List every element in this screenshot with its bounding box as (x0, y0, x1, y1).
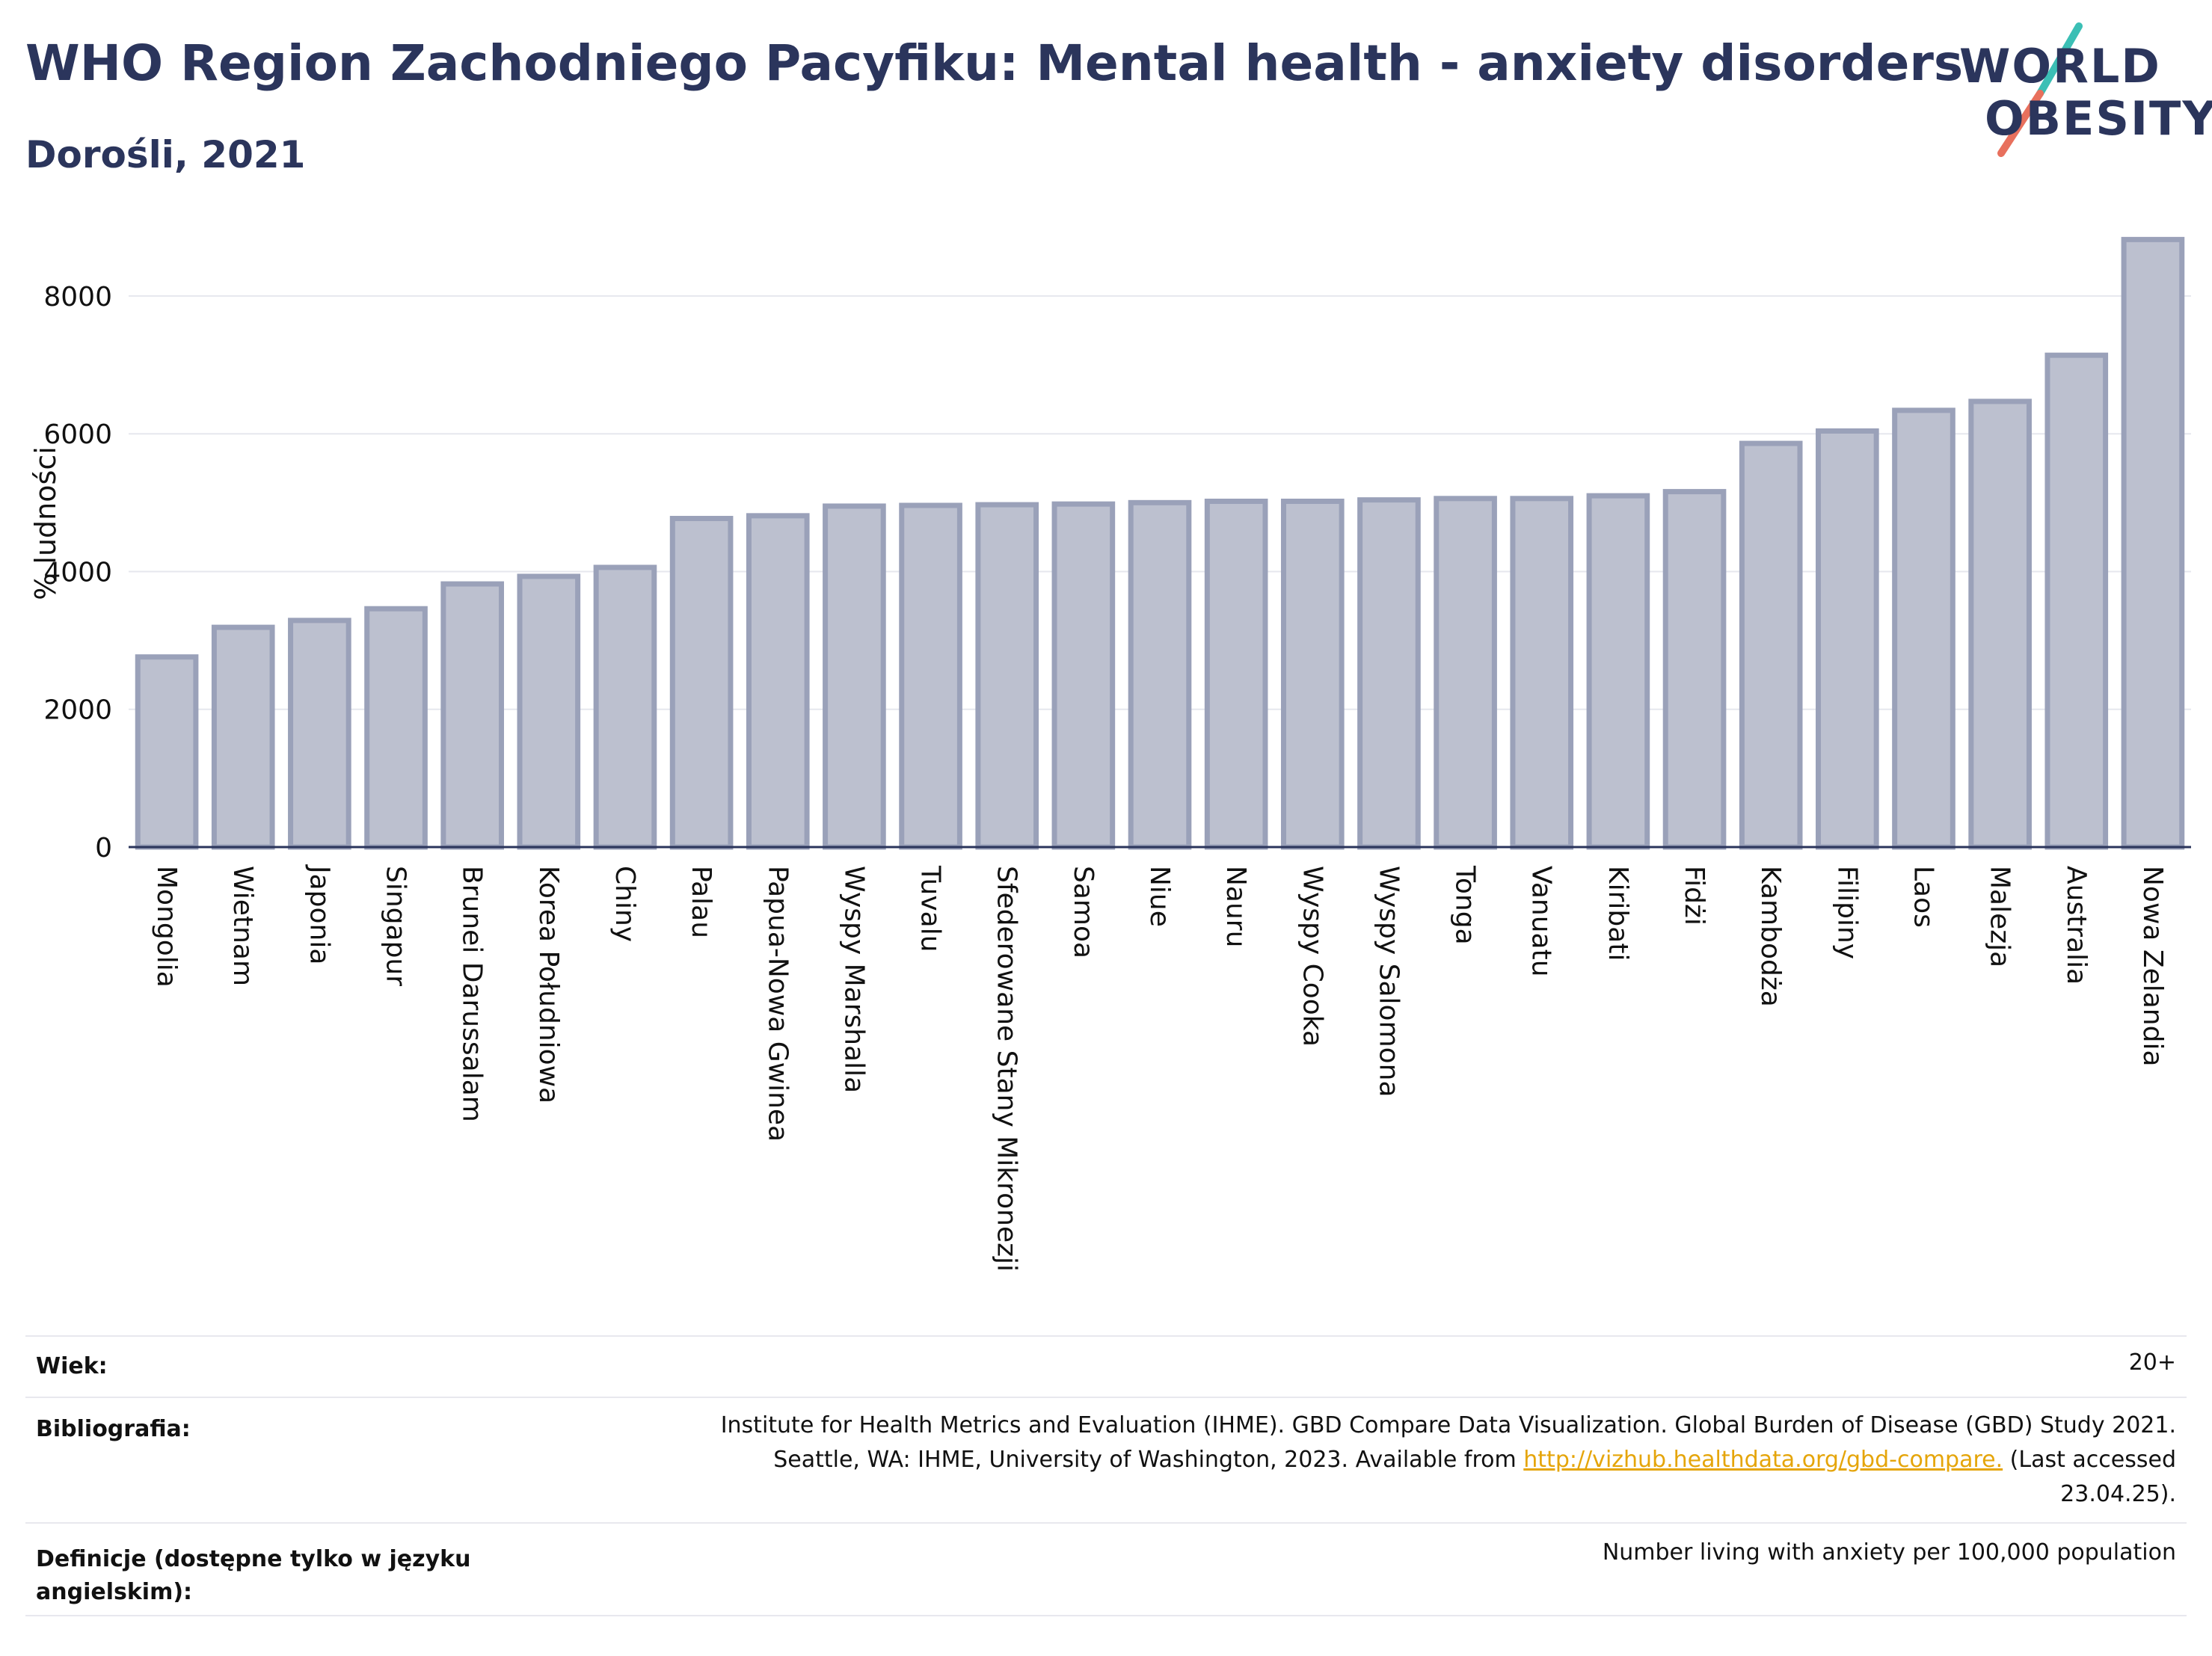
bar (1510, 496, 1574, 850)
x-tick-label: Wyspy Cooka (1297, 866, 1327, 1047)
bar (1739, 440, 1803, 850)
y-tick-label: 8000 (43, 282, 112, 313)
bar (364, 606, 428, 850)
bars (135, 236, 2185, 850)
x-tick-label: Wietnam (227, 866, 258, 986)
bottom-divider (25, 1615, 2187, 1616)
bar (1816, 428, 1879, 850)
y-tick-label: 4000 (43, 557, 112, 588)
bar (1434, 496, 1497, 850)
bar (746, 513, 810, 850)
bar (2121, 236, 2185, 850)
meta-def-value: Number living with anxiety per 100,000 p… (1602, 1539, 2176, 1566)
bar (899, 502, 962, 850)
bar (135, 654, 199, 850)
bar (1280, 498, 1345, 850)
bib-line-2-post: (Last accessed (2003, 1447, 2176, 1473)
x-tick-label: Laos (1908, 866, 1938, 928)
x-tick-label: Mongolia (151, 866, 182, 988)
x-tick-label: Korea Południowa (533, 866, 564, 1104)
bar (211, 624, 275, 850)
y-axis-ticks: 0 2000 4000 6000 8000 (43, 282, 112, 864)
logo-slash-icon (1997, 22, 2083, 157)
x-tick-label: Palau (686, 866, 716, 938)
meta-bib-value: Institute for Health Metrics and Evaluat… (721, 1409, 2176, 1512)
bar (1128, 499, 1192, 850)
bar (1204, 498, 1268, 850)
x-tick-label: Filipiny (1831, 866, 1862, 959)
y-tick-label: 2000 (43, 695, 112, 726)
meta-row-definitions: Definicje (dostępne tylko w języku angie… (25, 1522, 2187, 1616)
meta-row-age: Wiek: 20+ (25, 1335, 2187, 1398)
y-tick-label: 0 (95, 833, 112, 864)
meta-age-value: 20+ (2128, 1349, 2176, 1376)
bar (1662, 489, 1727, 850)
meta-bib-label: Bibliografia: (36, 1416, 191, 1442)
x-tick-label: Malezja (1985, 866, 2015, 967)
y-axis-label: % ludności (29, 446, 62, 600)
bar (1586, 493, 1650, 850)
bar (288, 618, 351, 850)
x-tick-label: Chiny (609, 866, 640, 942)
bar (1968, 398, 2032, 850)
logo-line-1: WORLD (1959, 39, 2161, 93)
page-title: WHO Region Zachodniego Pacyfiku: Mental … (25, 34, 1964, 92)
y-tick-label: 6000 (43, 419, 112, 450)
x-tick-label: Kambodża (1755, 866, 1786, 1007)
bib-line-3: 23.04.25). (2060, 1481, 2176, 1507)
meta-def-label: Definicje (dostępne tylko w języku angie… (36, 1543, 470, 1609)
x-tick-label: Wyspy Salomona (1373, 866, 1404, 1098)
bar (1357, 497, 1421, 850)
bib-link[interactable]: http://vizhub.healthdata.org/gbd-compare… (1523, 1447, 2003, 1473)
bar-chart: 0 2000 4000 6000 8000 Mongolia Wietnam Japonia… (29, 236, 2191, 1272)
bar (975, 502, 1039, 850)
bar (440, 581, 504, 850)
x-tick-label: Japonia (304, 864, 334, 964)
x-tick-label: Brunei Darussalam (457, 866, 488, 1122)
x-tick-label: Vanuatu (1526, 866, 1557, 977)
meta-age-label: Wiek: (36, 1353, 108, 1379)
x-tick-label: Singapur (381, 866, 411, 986)
x-tick-label: Papua-Nowa Gwinea (762, 866, 793, 1142)
def-label-line-1: Definicje (dostępne tylko w języku (36, 1546, 471, 1572)
logo-line-2: OBESITY (1985, 91, 2212, 146)
x-axis-ticks: Mongolia Wietnam Japonia Singapur Brunei Dar… (151, 864, 2168, 1272)
x-tick-label: Fidżi (1679, 866, 1709, 926)
bar (593, 564, 657, 850)
page-subtitle: Dorośli, 2021 (25, 133, 306, 176)
world-obesity-logo: WORLD OBESITY (1952, 22, 2212, 157)
meta-row-bibliography: Bibliografia: Institute for Health Metri… (25, 1397, 2187, 1524)
x-tick-label: Tonga (1450, 865, 1481, 945)
bar (1892, 407, 1956, 850)
bar (669, 516, 734, 850)
bar (823, 503, 886, 850)
bar (1051, 501, 1116, 850)
bar (2044, 352, 2109, 850)
x-tick-label: Nowa Zelandia (2137, 866, 2168, 1067)
x-tick-label: Niue (1144, 866, 1175, 927)
bib-line-1: Institute for Health Metrics and Evaluat… (720, 1412, 2176, 1438)
x-tick-label: Samoa (1068, 866, 1099, 958)
x-tick-label: Australia (2061, 866, 2092, 985)
bib-line-2-pre: Seattle, WA: IHME, University of Washing… (773, 1447, 1524, 1473)
x-tick-label: Tuvalu (915, 865, 946, 952)
x-tick-label: Sfederowane Stany Mikronezji (992, 866, 1022, 1272)
x-tick-label: Kiribati (1603, 866, 1633, 961)
bib-line-2: Seattle, WA: IHME, University of Washing… (721, 1443, 2176, 1477)
x-tick-label: Nauru (1220, 866, 1251, 947)
bar (517, 573, 581, 850)
x-tick-label: Wyspy Marshalla (838, 866, 869, 1093)
def-label-line-2: angielskim): (36, 1579, 193, 1605)
